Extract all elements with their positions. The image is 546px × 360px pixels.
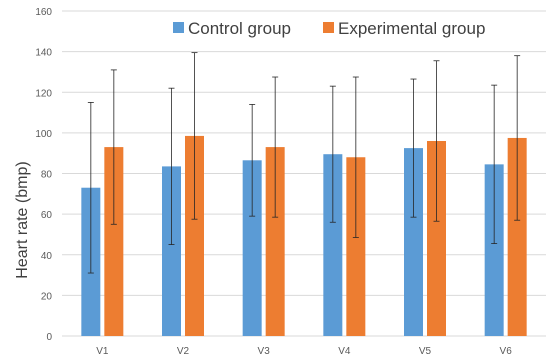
bar bbox=[404, 148, 423, 336]
bar bbox=[265, 147, 285, 336]
y-tick-label: 140 bbox=[35, 48, 52, 59]
bar bbox=[346, 157, 366, 336]
y-tick-label: 40 bbox=[41, 251, 53, 262]
x-tick-label: V4 bbox=[338, 346, 351, 357]
bars bbox=[81, 135, 527, 336]
x-tick-label: V1 bbox=[96, 346, 109, 357]
y-axis-tick-labels: 0 20 40 60 80 100 120 140 160 bbox=[35, 7, 52, 343]
bar bbox=[104, 147, 124, 336]
y-tick-label: 160 bbox=[35, 7, 52, 18]
x-tick-label: V5 bbox=[419, 346, 432, 357]
bar bbox=[162, 166, 181, 336]
y-tick-label: 80 bbox=[41, 170, 53, 181]
y-tick-label: 60 bbox=[41, 210, 53, 221]
x-axis-tick-labels: V1 V2 V3 V4 V5 V6 bbox=[96, 346, 512, 357]
error-bars bbox=[87, 52, 521, 274]
gridlines bbox=[62, 10, 546, 337]
y-tick-label: 120 bbox=[35, 88, 52, 99]
bar bbox=[427, 141, 446, 336]
bar bbox=[185, 135, 204, 336]
x-tick-label: V6 bbox=[500, 346, 513, 357]
legend-swatch bbox=[173, 22, 184, 33]
legend-label: Experimental group bbox=[338, 19, 485, 38]
y-tick-label: 100 bbox=[35, 129, 52, 140]
legend-swatch bbox=[323, 22, 334, 33]
bar bbox=[242, 160, 262, 336]
legend: Control group Experimental group bbox=[173, 19, 485, 38]
y-tick-label: 0 bbox=[46, 332, 52, 343]
bar bbox=[507, 137, 527, 336]
x-tick-label: V2 bbox=[177, 346, 190, 357]
bar bbox=[484, 164, 504, 336]
y-tick-label: 20 bbox=[41, 291, 53, 302]
x-tick-label: V3 bbox=[258, 346, 271, 357]
legend-label: Control group bbox=[188, 19, 291, 38]
bar bbox=[323, 154, 343, 336]
y-axis-title: Heart rate (bmp) bbox=[14, 161, 31, 278]
